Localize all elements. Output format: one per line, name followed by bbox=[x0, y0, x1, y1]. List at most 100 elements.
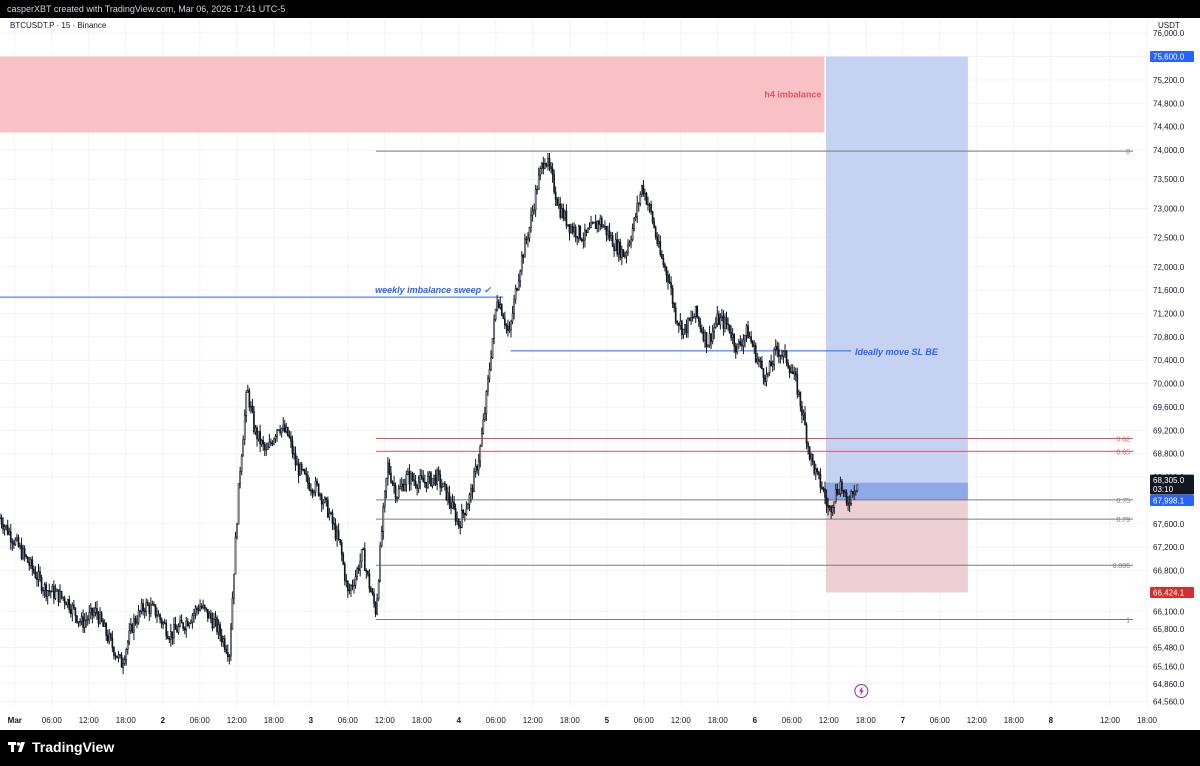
price-tick-label: 65,160.0 bbox=[1153, 662, 1185, 671]
candle-body bbox=[574, 226, 577, 237]
candle-body bbox=[433, 474, 435, 479]
candle-body bbox=[533, 209, 535, 212]
candle-body bbox=[425, 482, 428, 488]
time-tick-label: 2 bbox=[161, 716, 166, 725]
price-tick-label: 66,100.0 bbox=[1153, 607, 1185, 616]
candle-body bbox=[659, 241, 662, 255]
candle-body bbox=[13, 542, 15, 545]
time-tick-label: 12:00 bbox=[523, 716, 544, 725]
candle-body bbox=[168, 638, 171, 640]
candle-body bbox=[288, 435, 291, 438]
candle-body bbox=[333, 523, 335, 525]
price-tick-label: 73,500.0 bbox=[1153, 175, 1185, 184]
price-tag-countdown: 03:10 bbox=[1153, 485, 1174, 494]
candle-body bbox=[528, 227, 531, 239]
candle-body bbox=[82, 616, 84, 628]
candle-body bbox=[536, 188, 539, 191]
candle-body bbox=[370, 588, 372, 593]
candle-body bbox=[173, 623, 175, 639]
candle-body bbox=[290, 436, 292, 442]
candle-body bbox=[206, 608, 209, 619]
candle-body bbox=[5, 524, 7, 527]
candle-body bbox=[305, 473, 308, 476]
candle-body bbox=[637, 203, 640, 205]
candle-body bbox=[662, 257, 665, 266]
candle-body bbox=[251, 405, 254, 412]
tradingview-logo[interactable]: TradingView bbox=[8, 739, 114, 755]
fib-label: 1 bbox=[1126, 618, 1130, 625]
time-axis: Mar 06:00 12:00 18:00 2 06:00 12:00 18:00 3 06:00… bbox=[8, 716, 1158, 725]
candle-body bbox=[798, 391, 800, 395]
price-tick-label: 71,600.0 bbox=[1153, 286, 1185, 295]
candle-body bbox=[625, 252, 628, 257]
candle-body bbox=[76, 615, 78, 623]
candle-body bbox=[473, 471, 475, 493]
candle-body bbox=[856, 484, 859, 492]
candle-body bbox=[551, 168, 554, 176]
candle-body bbox=[668, 281, 671, 284]
candle-body bbox=[830, 506, 833, 513]
time-tick-label: 6 bbox=[753, 716, 758, 725]
candle-body bbox=[688, 318, 691, 321]
candle-body bbox=[339, 538, 342, 543]
candle-body bbox=[85, 619, 88, 622]
price-tag-value: 67,998.1 bbox=[1153, 497, 1185, 506]
candle-body bbox=[827, 505, 829, 508]
candle-body bbox=[357, 568, 360, 571]
candle-body bbox=[394, 485, 397, 499]
candle-body bbox=[68, 599, 71, 611]
candle-body bbox=[579, 225, 582, 240]
candle-body bbox=[427, 476, 429, 488]
time-tick-label: 18:00 bbox=[264, 716, 285, 725]
candle-body bbox=[26, 556, 29, 563]
candle-body bbox=[367, 570, 369, 575]
price-chart[interactable]: h4 imbalance 0 0.62 0.65 0.75 0.79 0.886 1 wee… bbox=[0, 18, 1200, 730]
candle-body bbox=[733, 334, 736, 347]
zones-layer: h4 imbalance bbox=[0, 56, 968, 593]
candle-body bbox=[100, 612, 103, 622]
candle-body bbox=[776, 346, 779, 350]
tradingview-logo-text: TradingView bbox=[32, 739, 115, 755]
candle-body bbox=[146, 602, 149, 606]
candle-body bbox=[368, 573, 371, 589]
time-tick-label: 06:00 bbox=[634, 716, 655, 725]
candle-body bbox=[71, 604, 74, 615]
candle-body bbox=[736, 343, 739, 353]
candle-body bbox=[580, 238, 583, 242]
price-tick-label: 73,000.0 bbox=[1153, 204, 1185, 213]
price-tag bbox=[1150, 474, 1194, 495]
time-tick-label: 12:00 bbox=[79, 716, 100, 725]
candle-body bbox=[570, 226, 572, 233]
candle-body bbox=[11, 541, 14, 544]
candle-body bbox=[753, 344, 756, 347]
candle-body bbox=[83, 620, 86, 628]
price-tick-label: 70,400.0 bbox=[1153, 356, 1185, 365]
candle-body bbox=[793, 371, 796, 375]
candle-body bbox=[133, 618, 135, 633]
price-tick-label: 65,800.0 bbox=[1153, 625, 1185, 634]
candle-body bbox=[171, 631, 174, 639]
candle-body bbox=[277, 429, 280, 431]
zone-stop bbox=[825, 500, 968, 593]
candle-body bbox=[283, 424, 286, 433]
symbol-info[interactable]: BTCUSDT.P · 15 · Binance bbox=[10, 21, 107, 30]
candle-body bbox=[628, 242, 631, 246]
candle-body bbox=[188, 623, 191, 627]
zone-supply bbox=[0, 56, 825, 133]
candle-body bbox=[488, 368, 491, 379]
candle-body bbox=[614, 239, 617, 251]
candle-body bbox=[564, 210, 566, 219]
candle-body bbox=[522, 254, 525, 258]
time-tick-label: 06:00 bbox=[338, 716, 359, 725]
candle-body bbox=[297, 463, 300, 476]
chart-panel[interactable]: h4 imbalance 0 0.62 0.65 0.75 0.79 0.886 1 wee… bbox=[0, 18, 1200, 730]
candle-body bbox=[257, 431, 260, 440]
candle-body bbox=[756, 358, 759, 363]
candle-body bbox=[494, 309, 497, 320]
candle-body bbox=[410, 473, 412, 485]
candle-body bbox=[205, 607, 208, 610]
candle-body bbox=[673, 303, 676, 309]
candle-body bbox=[542, 163, 545, 169]
candle-body bbox=[202, 604, 205, 609]
